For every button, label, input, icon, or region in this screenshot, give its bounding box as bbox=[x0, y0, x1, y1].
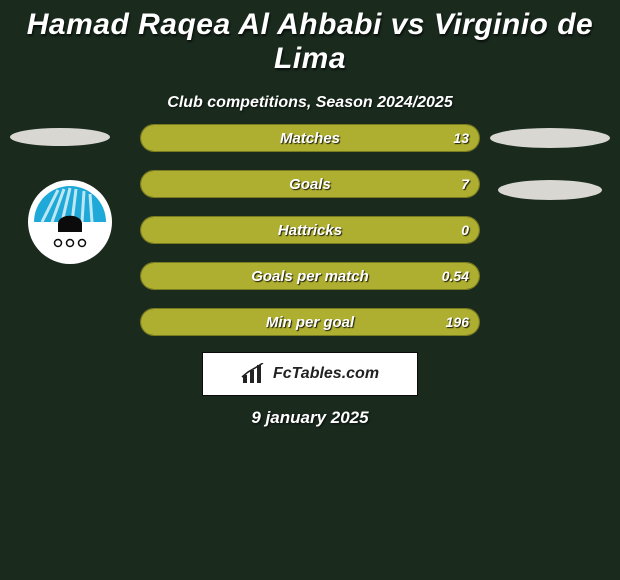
stat-row: Hattricks0 bbox=[140, 216, 480, 244]
stat-value-right: 7 bbox=[461, 171, 469, 197]
stat-value-right: 196 bbox=[446, 309, 469, 335]
stat-label: Min per goal bbox=[141, 309, 479, 335]
player-left-shadow bbox=[10, 128, 110, 146]
fctables-logo: FcTables.com bbox=[202, 352, 418, 396]
stats-panel: Matches13 Goals7 Hattricks0 Goals per match… bbox=[140, 124, 480, 354]
stat-label: Goals bbox=[141, 171, 479, 197]
bar-chart-icon bbox=[241, 363, 267, 385]
stat-row: Goals per match0.54 bbox=[140, 262, 480, 290]
stat-value-right: 0 bbox=[461, 217, 469, 243]
stat-row: Matches13 bbox=[140, 124, 480, 152]
stat-value-right: 13 bbox=[453, 125, 469, 151]
comparison-title: Hamad Raqea Al Ahbabi vs Virginio de Lim… bbox=[0, 0, 620, 76]
fctables-logo-text: FcTables.com bbox=[273, 365, 379, 383]
comparison-subtitle: Club competitions, Season 2024/2025 bbox=[0, 94, 620, 112]
stat-value-right: 0.54 bbox=[442, 263, 469, 289]
snapshot-date: 9 january 2025 bbox=[0, 408, 620, 428]
stat-label: Hattricks bbox=[141, 217, 479, 243]
stat-row: Min per goal196 bbox=[140, 308, 480, 336]
club-badge-icon bbox=[28, 180, 112, 264]
player-right-shadow-2 bbox=[498, 180, 602, 200]
stat-row: Goals7 bbox=[140, 170, 480, 198]
club-badge bbox=[28, 180, 112, 264]
player-right-shadow-1 bbox=[490, 128, 610, 148]
stat-label: Matches bbox=[141, 125, 479, 151]
stat-label: Goals per match bbox=[141, 263, 479, 289]
